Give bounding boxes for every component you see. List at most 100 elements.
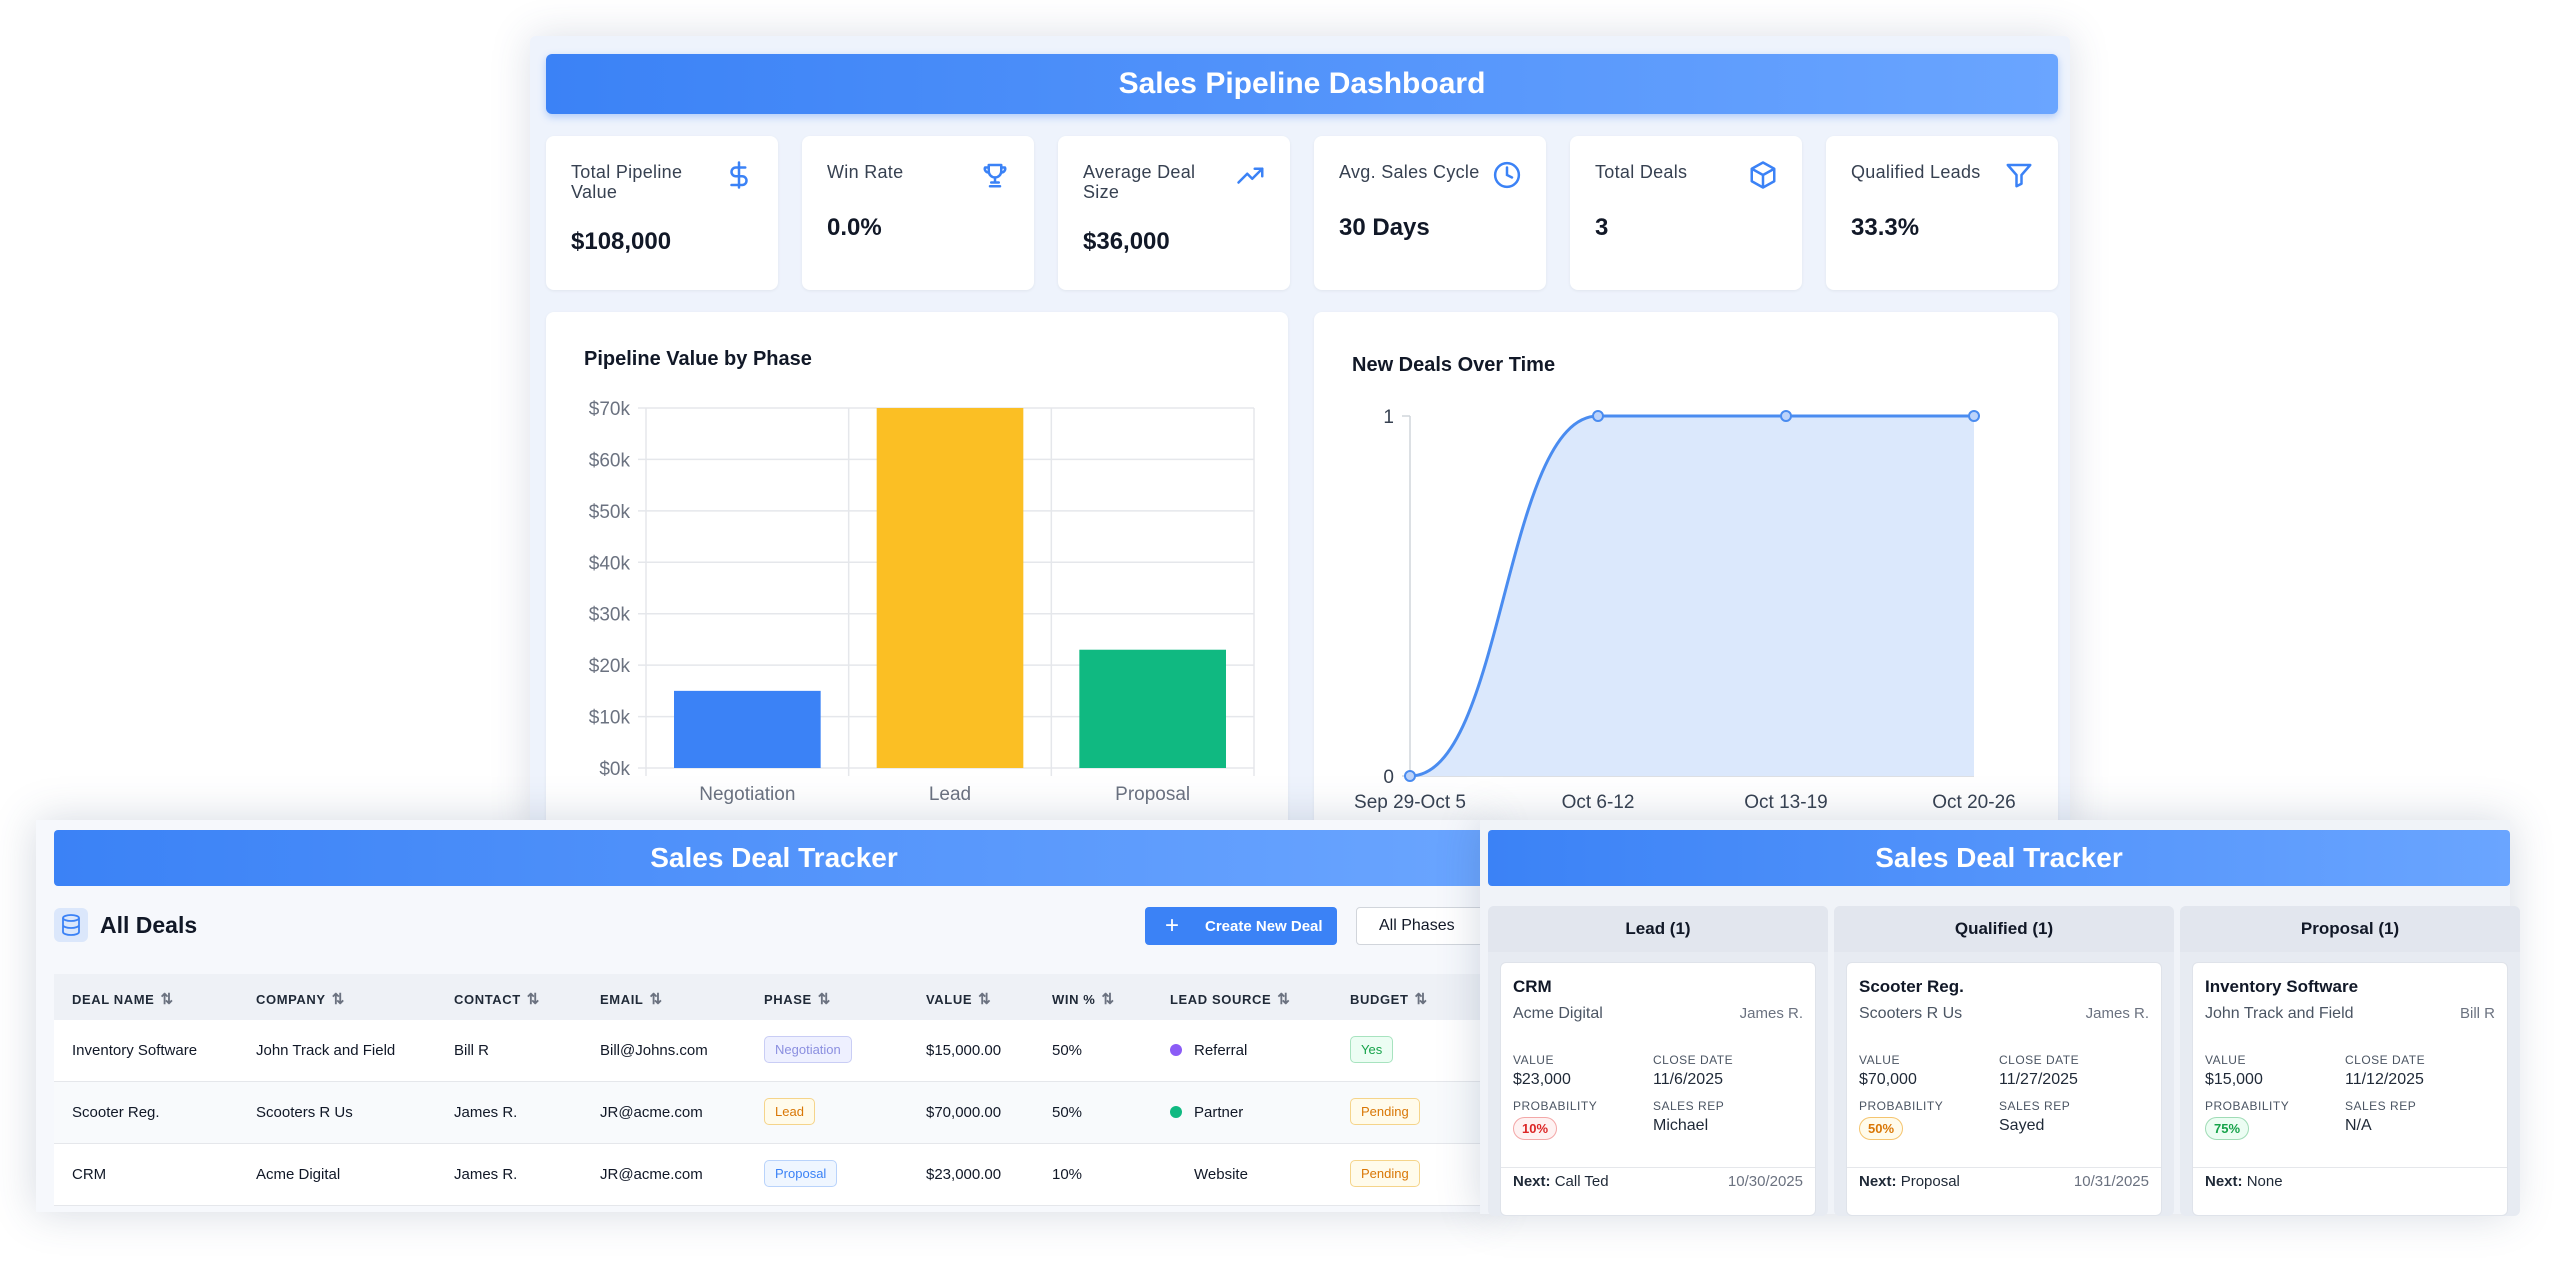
sales-rep-label: SALES REP (1653, 1099, 1725, 1113)
budget-badge: Pending (1350, 1160, 1420, 1187)
new-deals-area-chart: 0 1 Sep 29-Oct 5 Oct 6-12 Oct 13-19 Oct 20-26 (1354, 407, 2016, 813)
column-header-deal-name[interactable]: DEAL NAME ⇅ (72, 991, 174, 1008)
probability-label: PROBABILITY (1513, 1099, 1598, 1113)
data-point (1968, 410, 1980, 422)
cell-win: 10% (1052, 1166, 1083, 1183)
table-row[interactable]: Scooter Reg. Scooters R Us James R. JR@a… (54, 1082, 1494, 1144)
deal-value: $15,000 (2205, 1071, 2263, 1088)
cell-deal-name: CRM (72, 1166, 107, 1183)
y-tick-label: $70k (589, 399, 631, 420)
column-header-contact[interactable]: CONTACT ⇅ (454, 991, 540, 1008)
trending-up-icon (1237, 167, 1264, 184)
column-header-phase[interactable]: PHASE ⇅ (764, 991, 831, 1008)
dashboard-title: Sales Pipeline Dashboard (546, 54, 2058, 114)
column-header-budget[interactable]: BUDGET ⇅ (1350, 991, 1428, 1008)
next-step: Next: Proposal (1859, 1173, 1960, 1190)
kpi-value: $108,000 (571, 228, 672, 255)
deal-name: CRM (1513, 977, 1552, 996)
cell-win: 50% (1052, 1104, 1083, 1121)
y-tick-label: $30k (589, 605, 631, 626)
close-date: 11/12/2025 (2345, 1071, 2424, 1088)
cell-phase: Negotiation (764, 1036, 852, 1063)
column-header-win[interactable]: WIN % ⇅ (1052, 991, 1115, 1008)
cell-lead-source: Referral (1170, 1042, 1247, 1059)
column-header-lead-source[interactable]: LEAD SOURCE ⇅ (1170, 991, 1291, 1008)
x-tick-label: Oct 6-12 (1562, 792, 1635, 813)
y-tick-label: $10k (589, 708, 631, 729)
probability-badge: 75% (2205, 1117, 2250, 1140)
column-header-company[interactable]: COMPANY ⇅ (256, 991, 345, 1008)
kpi-card-qualified-leads: Qualified Leads 33.3% (1826, 136, 2058, 290)
card-divider (1501, 1167, 1815, 1168)
y-tick-label: $20k (589, 656, 631, 677)
deal-rep: James R. (2085, 1005, 2149, 1022)
deal-value: $70,000 (1859, 1071, 1917, 1088)
cube-icon (1750, 161, 1776, 189)
sales-rep: N/A (2345, 1117, 2372, 1134)
kpi-label: Avg. Sales Cycle (1339, 162, 1480, 182)
kpi-label: Average Deal Size (1083, 162, 1196, 202)
kpi-label: Total Pipeline Value (571, 162, 683, 202)
phase-filter-select[interactable]: All Phases (1356, 907, 1490, 945)
sort-icon: ⇅ (978, 991, 992, 1008)
create-new-deal-label: Create New Deal (1205, 917, 1323, 935)
x-tick-label: Oct 20-26 (1932, 792, 2015, 813)
kpi-card-average-deal-size: Average Deal Size $36,000 (1058, 136, 1290, 290)
y-tick-label: $0k (599, 759, 630, 780)
deal-card[interactable]: Inventory Software John Track and Field … (2192, 962, 2508, 1216)
x-tick-label: Proposal (1115, 784, 1190, 805)
cell-value: $23,000.00 (926, 1166, 1002, 1183)
cell-email: JR@acme.com (600, 1166, 703, 1183)
series-line (1409, 414, 1974, 778)
cell-value: $70,000.00 (926, 1104, 1002, 1121)
phase-badge: Lead (764, 1098, 815, 1125)
cell-company: John Track and Field (256, 1042, 396, 1059)
all-deals-heading: All Deals (100, 912, 198, 938)
y-tick-label: $40k (589, 553, 631, 574)
value-label: VALUE (1513, 1053, 1554, 1067)
y-tick-label: $60k (589, 450, 631, 471)
cell-email: JR@acme.com (600, 1104, 703, 1121)
clock-icon (1493, 161, 1521, 189)
next-step-date: 10/30/2025 (1727, 1173, 1803, 1190)
next-step-date: 10/31/2025 (2073, 1173, 2149, 1190)
deal-card[interactable]: Scooter Reg. Scooters R Us James R. VALU… (1846, 962, 2162, 1216)
cell-lead-source: Website (1194, 1166, 1248, 1183)
dashboard-window: Sales Pipeline Dashboard Total Pipeline … (530, 36, 2070, 852)
cell-phase: Proposal (764, 1160, 838, 1187)
kpi-value: 0.0% (827, 214, 882, 241)
kanban-column-lead: Lead (1) CRM Acme Digital James R. VALUE… (1488, 906, 1828, 1216)
chart-title: Pipeline Value by Phase (584, 348, 812, 370)
chart-title: New Deals Over Time (1352, 354, 1556, 376)
cell-lead-source: Partner (1170, 1104, 1243, 1121)
column-title: Qualified (1) (1834, 906, 2174, 952)
cell-deal-name: Scooter Reg. (72, 1104, 160, 1121)
deal-company: Scooters R Us (1859, 1005, 1963, 1022)
deal-company: John Track and Field (2205, 1005, 2354, 1022)
table-row[interactable]: CRM Acme Digital James R. JR@acme.com Pr… (54, 1144, 1494, 1206)
table-row[interactable]: Inventory Software John Track and Field … (54, 1020, 1494, 1082)
value-label: VALUE (2205, 1053, 2246, 1067)
cell-budget: Pending (1350, 1160, 1420, 1187)
probability-badge: 50% (1859, 1117, 1904, 1140)
create-new-deal-button[interactable]: + Create New Deal (1145, 907, 1337, 945)
kpi-label: Win Rate (827, 162, 904, 182)
deal-rep: James R. (1739, 1005, 1803, 1022)
deal-tracker-table-window: Sales Deal Tracker All Deals + Create Ne… (36, 820, 1494, 1212)
phase-badge: Negotiation (764, 1036, 852, 1063)
sales-rep-label: SALES REP (2345, 1099, 2417, 1113)
y-tick-label: 1 (1383, 407, 1394, 428)
column-header-email[interactable]: EMAIL ⇅ (600, 991, 663, 1008)
column-title: Lead (1) (1488, 906, 1828, 952)
column-header-value[interactable]: VALUE ⇅ (926, 991, 992, 1008)
kpi-value: $36,000 (1083, 228, 1170, 255)
kpi-value: 30 Days (1339, 214, 1430, 241)
source-dot (1170, 1106, 1182, 1118)
deal-card[interactable]: CRM Acme Digital James R. VALUE $23,000 … (1500, 962, 1816, 1216)
cell-contact: James R. (454, 1104, 518, 1121)
data-point (1404, 770, 1416, 782)
source-dot (1170, 1044, 1182, 1056)
cell-budget: Pending (1350, 1098, 1420, 1125)
kpi-value: 3 (1595, 214, 1609, 241)
table-header: DEAL NAME ⇅ COMPANY ⇅ CONTACT ⇅ EMAIL ⇅ PHAS… (54, 974, 1494, 1020)
